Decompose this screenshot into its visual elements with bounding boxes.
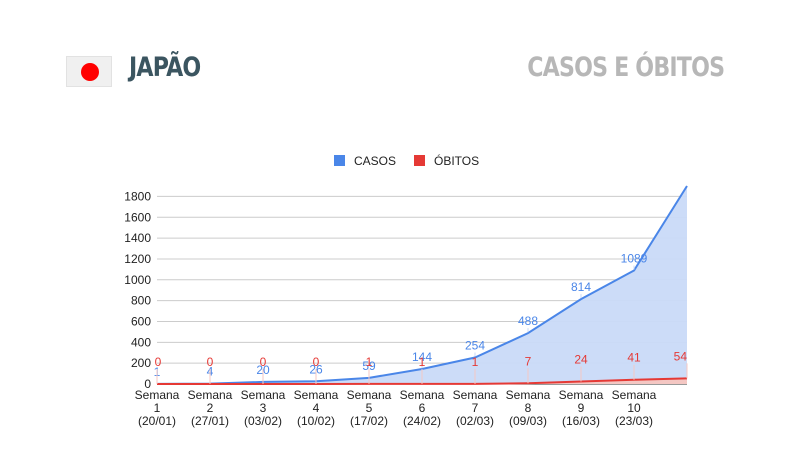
x-tick-line: Semana [188,388,233,402]
obitos-data-label: 0 [313,355,320,369]
legend-label: CASOS [354,154,396,168]
x-tick-line: (27/01) [191,414,229,428]
x-tick-line: Semana [347,388,392,402]
x-tick-line: Semana [400,388,445,402]
obitos-data-label: 41 [627,351,641,365]
casos-data-label: 814 [571,280,591,294]
x-tick-label: Semana 5 (17/02) [347,388,392,428]
flag-disc [81,63,99,81]
obitos-data-label: 0 [155,355,162,369]
x-tick-label: Semana 7 (02/03) [453,388,498,428]
x-tick-line: 9 [578,401,585,415]
obitos-data-label: 0 [207,355,214,369]
casos-data-label: 59 [362,359,376,373]
x-tick-label: Semana 6 (24/02) [400,388,445,428]
obitos-data-label: 24 [574,352,588,366]
x-tick-label: Semana 1 (20/01) [135,388,180,428]
country-title: JAPÃO [129,52,201,83]
section-title: CASOS E ÓBITOS [527,52,725,83]
x-tick-line: (03/02) [244,414,282,428]
x-tick-line: 7 [472,401,479,415]
x-tick-line: Semana [294,388,339,402]
x-tick-line: 3 [260,401,267,415]
x-tick-label: Semana 3 (03/02) [241,388,286,428]
x-tick-line: Semana [135,388,180,402]
x-tick-line: Semana [453,388,498,402]
x-tick-line: 1 [154,401,161,415]
y-tick-label: 1600 [124,210,151,224]
casos-data-label: 488 [518,314,538,328]
x-tick-line: (24/02) [403,414,441,428]
x-tick-line: 2 [207,401,214,415]
x-tick-line: (10/02) [297,414,335,428]
legend-swatch [414,155,425,166]
x-tick-line: Semana [559,388,604,402]
x-tick-label: Semana 10 (23/03) [612,388,657,428]
x-tick-line: Semana [506,388,551,402]
obitos-data-label: 1 [419,355,426,369]
x-tick-line: (02/03) [456,414,494,428]
y-tick-label: 800 [131,294,151,308]
x-axis: Semana 1 (20/01)Semana 2 (27/01)Semana 3 (03/0… [135,388,657,428]
x-tick-line: (20/01) [138,414,176,428]
y-tick-label: 1800 [124,189,151,203]
legend: CASOS ÓBITOS [334,153,479,168]
y-tick-label: 1000 [124,273,151,287]
legend-swatch [334,155,345,166]
obitos-data-label: 1 [366,355,373,369]
data-labels: 14202659144254488814108900001117244154 [154,252,688,384]
obitos-line [157,377,688,385]
casos-data-label: 1089 [621,252,648,266]
obitos-data-label: 1 [472,355,479,369]
y-tick-label: 600 [131,314,151,328]
x-tick-label: Semana 9 (16/03) [559,388,604,428]
x-tick-line: 4 [313,401,320,415]
casos-data-label: 144 [412,350,432,364]
casos-area [157,186,687,384]
x-tick-line: (16/03) [562,414,600,428]
y-tick-label: 1200 [124,252,151,266]
y-tick-label: 200 [131,356,151,370]
x-tick-line: (09/03) [509,414,547,428]
x-tick-line: 10 [627,401,641,415]
x-tick-line: 6 [419,401,426,415]
x-tick-line: Semana [241,388,286,402]
y-axis: 0 200 400 600 800 1000 1200 1400 1600 1800 [124,189,151,391]
x-tick-line: (23/03) [615,414,653,428]
casos-data-label: 254 [465,339,485,353]
x-tick-label: Semana 8 (09/03) [506,388,551,428]
x-tick-label: Semana 4 (10/02) [294,388,339,428]
obitos-data-label: 54 [674,349,688,363]
x-tick-line: (17/02) [350,414,388,428]
obitos-data-label: 0 [260,355,267,369]
obitos-data-label: 7 [525,354,532,368]
y-tick-label: 400 [131,335,151,349]
x-tick-line: Semana [612,388,657,402]
y-tick-label: 1400 [124,231,151,245]
x-tick-label: Semana 2 (27/01) [188,388,233,428]
y-tick-label: 0 [144,377,151,391]
legend-label: ÓBITOS [434,153,479,168]
japan-flag-icon [66,56,112,87]
x-tick-line: 8 [525,401,532,415]
x-tick-line: 5 [366,401,373,415]
